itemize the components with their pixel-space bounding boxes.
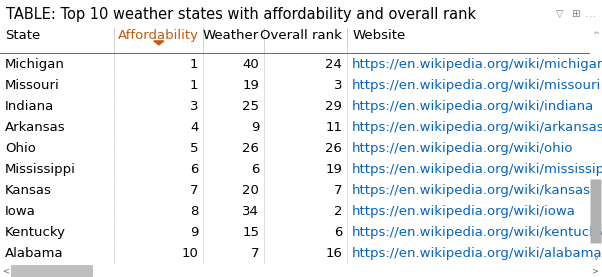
Text: 7: 7 [334, 184, 342, 197]
Text: 29: 29 [325, 100, 342, 113]
Text: <: < [2, 266, 10, 276]
Text: Ohio: Ohio [5, 142, 36, 155]
Text: 8: 8 [190, 205, 199, 218]
Text: 19: 19 [242, 79, 259, 92]
Text: 3: 3 [190, 100, 199, 113]
Text: 5: 5 [190, 142, 199, 155]
Text: Alabama: Alabama [5, 247, 64, 260]
Text: v: v [594, 253, 598, 261]
Text: Iowa: Iowa [5, 205, 36, 218]
Text: Indiana: Indiana [5, 100, 54, 113]
Text: 4: 4 [190, 121, 199, 134]
Text: 1: 1 [190, 79, 199, 92]
Text: https://en.wikipedia.org/wiki/arkansas: https://en.wikipedia.org/wiki/arkansas [352, 121, 602, 134]
FancyBboxPatch shape [591, 179, 601, 243]
Text: 25: 25 [242, 100, 259, 113]
Text: 24: 24 [325, 58, 342, 71]
Text: Kentucky: Kentucky [5, 226, 66, 239]
Text: ▽: ▽ [556, 9, 563, 19]
Text: Kansas: Kansas [5, 184, 52, 197]
Text: https://en.wikipedia.org/wiki/kentucky: https://en.wikipedia.org/wiki/kentucky [352, 226, 602, 239]
Text: https://en.wikipedia.org/wiki/missouri: https://en.wikipedia.org/wiki/missouri [352, 79, 601, 92]
Text: https://en.wikipedia.org/wiki/michigan: https://en.wikipedia.org/wiki/michigan [352, 58, 602, 71]
Text: 11: 11 [325, 121, 342, 134]
Text: Mississippi: Mississippi [5, 163, 76, 176]
Text: 7: 7 [190, 184, 199, 197]
Text: 15: 15 [242, 226, 259, 239]
Text: https://en.wikipedia.org/wiki/indiana: https://en.wikipedia.org/wiki/indiana [352, 100, 594, 113]
Text: State: State [5, 29, 40, 42]
Text: 10: 10 [182, 247, 199, 260]
Text: 9: 9 [251, 121, 259, 134]
Text: ^: ^ [592, 31, 600, 40]
Text: Overall rank: Overall rank [260, 29, 342, 42]
Text: 2: 2 [334, 205, 342, 218]
Text: 7: 7 [250, 247, 259, 260]
FancyBboxPatch shape [11, 265, 93, 277]
Text: https://en.wikipedia.org/wiki/kansas: https://en.wikipedia.org/wiki/kansas [352, 184, 591, 197]
Text: 26: 26 [242, 142, 259, 155]
Text: 6: 6 [190, 163, 199, 176]
Text: >: > [592, 266, 598, 276]
Text: …: … [585, 9, 595, 19]
Text: Affordability: Affordability [117, 29, 199, 42]
Text: 34: 34 [242, 205, 259, 218]
Polygon shape [154, 41, 164, 45]
Text: https://en.wikipedia.org/wiki/ohio: https://en.wikipedia.org/wiki/ohio [352, 142, 574, 155]
Text: 6: 6 [334, 226, 342, 239]
Text: https://en.wikipedia.org/wiki/iowa: https://en.wikipedia.org/wiki/iowa [352, 205, 576, 218]
Text: Michigan: Michigan [5, 58, 65, 71]
Text: 40: 40 [243, 58, 259, 71]
Text: TABLE: Top 10 weather states with affordability and overall rank: TABLE: Top 10 weather states with afford… [6, 6, 476, 22]
Text: Weather: Weather [203, 29, 259, 42]
Text: 19: 19 [325, 163, 342, 176]
Text: 3: 3 [334, 79, 342, 92]
Text: 26: 26 [325, 142, 342, 155]
Text: Arkansas: Arkansas [5, 121, 66, 134]
Text: 20: 20 [242, 184, 259, 197]
Text: 6: 6 [251, 163, 259, 176]
Text: Missouri: Missouri [5, 79, 60, 92]
Text: 1: 1 [190, 58, 199, 71]
Text: Website: Website [352, 29, 405, 42]
Text: 16: 16 [325, 247, 342, 260]
Text: https://en.wikipedia.org/wiki/alabama: https://en.wikipedia.org/wiki/alabama [352, 247, 602, 260]
Text: https://en.wikipedia.org/wiki/mississippi: https://en.wikipedia.org/wiki/mississipp… [352, 163, 602, 176]
Text: 9: 9 [190, 226, 199, 239]
Text: ⊞: ⊞ [571, 9, 579, 19]
